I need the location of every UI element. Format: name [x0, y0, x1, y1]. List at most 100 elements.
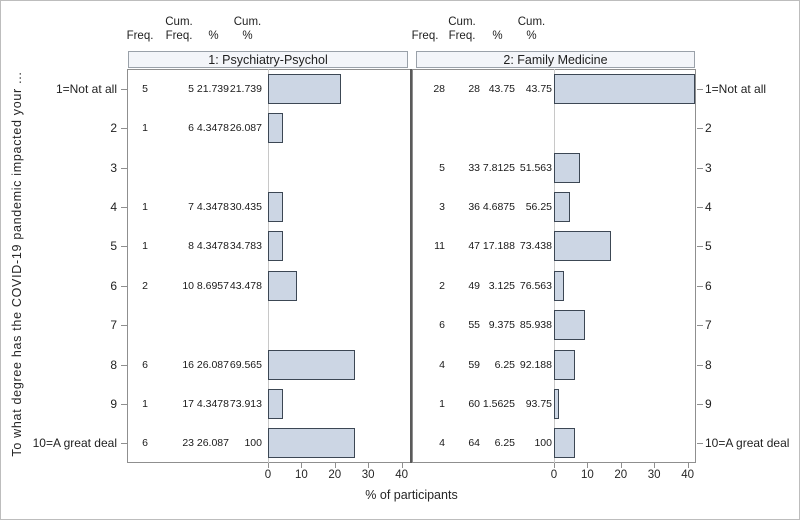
table-cell-cum_freq: 49	[468, 279, 480, 292]
bar	[268, 231, 283, 262]
table-header-line2: Freq.	[448, 30, 476, 42]
x-tick-label: 40	[395, 469, 408, 481]
table-header-line2: %	[208, 30, 219, 42]
table-cell-pct: 3.125	[488, 279, 515, 292]
x-tick-label: 0	[550, 469, 558, 481]
category-tick-left	[121, 128, 127, 130]
table-cell-freq: 1	[142, 122, 148, 135]
bar	[268, 388, 283, 419]
table-cell-pct: 6.25	[494, 358, 515, 371]
table-cell-freq: 5	[439, 161, 445, 174]
category-tick-right	[697, 403, 703, 405]
table-cell-cum_freq: 17	[182, 397, 194, 410]
table-header-line1: Cum.	[448, 16, 476, 28]
category-label-left: 3	[110, 160, 117, 175]
category-label-right: 9	[705, 396, 712, 411]
x-tick-label: 30	[361, 469, 375, 481]
panel-divider	[410, 69, 412, 463]
table-cell-cum_freq: 8	[188, 240, 194, 253]
table-cell-pct: 4.3478	[196, 200, 229, 213]
table-cell-pct: 21.739	[196, 82, 229, 95]
table-cell-cum_pct: 73.913	[229, 397, 262, 410]
table-header-line2: %	[492, 30, 503, 42]
table-cell-freq: 5	[142, 82, 148, 95]
bar	[554, 270, 565, 301]
table-cell-cum_freq: 5	[188, 82, 194, 95]
bar	[268, 428, 356, 459]
x-tick-label: 40	[681, 469, 694, 481]
table-cell-cum_pct: 92.188	[519, 358, 552, 371]
table-cell-cum_freq: 23	[182, 437, 194, 450]
category-tick-right	[697, 246, 703, 248]
category-tick-right	[697, 443, 703, 445]
category-label-left: 2	[110, 121, 117, 136]
category-label-left: 8	[110, 357, 117, 372]
table-cell-pct: 17.188	[482, 240, 515, 253]
table-cell-cum_pct: 43.478	[229, 279, 262, 292]
category-label-right: 8	[705, 357, 712, 372]
table-cell-cum_freq: 28	[468, 82, 480, 95]
table-cell-cum_freq: 47	[468, 240, 480, 253]
x-tick-label: 0	[264, 469, 272, 481]
table-header-line2: Freq.	[411, 30, 439, 42]
table-cell-cum_freq: 59	[468, 358, 480, 371]
x-axis-tick	[654, 463, 656, 468]
category-label-right: 10=A great deal	[705, 436, 790, 451]
bar	[554, 310, 586, 341]
table-cell-pct: 26.087	[196, 437, 229, 450]
category-label-right: 5	[705, 239, 712, 254]
table-header-line1: Cum.	[233, 16, 262, 28]
x-axis-tick	[301, 463, 303, 468]
category-tick-left	[121, 364, 127, 366]
category-label-left: 9	[110, 396, 117, 411]
table-cell-cum_pct: 69.565	[229, 358, 262, 371]
bar-baseline	[268, 69, 269, 463]
table-cell-freq: 1	[142, 240, 148, 253]
table-cell-cum_pct: 56.25	[525, 200, 552, 213]
bar	[268, 73, 341, 104]
category-tick-right	[697, 285, 703, 287]
table-cell-pct: 8.6957	[196, 279, 229, 292]
category-tick-left	[121, 285, 127, 287]
bar	[268, 270, 298, 301]
table-cell-freq: 6	[142, 358, 148, 371]
category-label-left: 10=A great deal	[32, 436, 117, 451]
table-cell-cum_pct: 34.783	[229, 240, 262, 253]
category-label-right: 3	[705, 160, 712, 175]
x-axis-tick	[554, 463, 555, 468]
table-cell-freq: 3	[439, 200, 445, 213]
table-header-line2: Freq.	[165, 30, 193, 42]
bar	[554, 428, 575, 459]
category-tick-right	[697, 364, 703, 366]
table-cell-cum_pct: 26.087	[229, 122, 262, 135]
table-cell-cum_freq: 60	[468, 397, 480, 410]
table-cell-freq: 2	[142, 279, 148, 292]
category-label-right: 1=Not at all	[705, 81, 767, 96]
category-tick-right	[697, 206, 703, 208]
x-axis-tick	[587, 463, 589, 468]
bar	[554, 231, 612, 262]
bar	[554, 388, 560, 419]
category-tick-right	[697, 128, 703, 130]
table-cell-cum_pct: 73.438	[519, 240, 552, 253]
category-tick-right	[697, 167, 703, 169]
table-cell-cum_pct: 93.75	[525, 397, 552, 410]
table-cell-cum_freq: 36	[468, 200, 480, 213]
x-axis-tick	[334, 463, 336, 468]
category-label-right: 4	[705, 199, 712, 214]
table-header-line1: Cum.	[517, 16, 546, 28]
category-label-left: 5	[110, 239, 117, 254]
category-label-left: 4	[110, 199, 117, 214]
table-cell-cum_pct: 30.435	[229, 200, 262, 213]
table-cell-pct: 26.087	[196, 358, 229, 371]
bar	[554, 152, 581, 183]
table-cell-pct: 9.375	[488, 319, 515, 332]
x-axis-tick	[687, 463, 689, 468]
table-cell-pct: 4.6875	[482, 200, 515, 213]
x-axis-tick	[368, 463, 370, 468]
table-cell-cum_freq: 16	[182, 358, 194, 371]
table-cell-cum_pct: 100	[534, 437, 552, 450]
x-tick-label: 10	[580, 469, 594, 481]
table-cell-freq: 4	[439, 437, 445, 450]
